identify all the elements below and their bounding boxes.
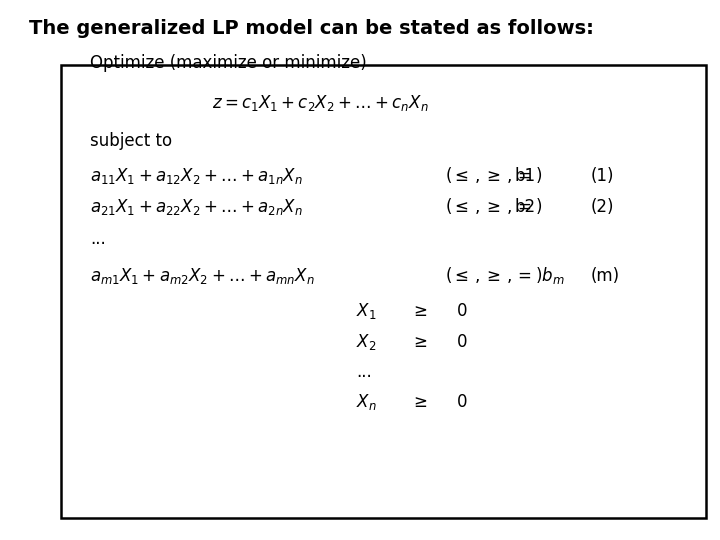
Text: (1): (1) xyxy=(590,167,614,185)
Text: $a_{11}X_1 + a_{12}X_2 + \ldots + a_{1n}X_n$: $a_{11}X_1 + a_{12}X_2 + \ldots + a_{1n}… xyxy=(90,166,303,186)
Text: $(\leq\,,\geq\,,=)$: $(\leq\,,\geq\,,=)$ xyxy=(445,165,542,185)
FancyBboxPatch shape xyxy=(61,65,706,518)
Text: $\geq$: $\geq$ xyxy=(410,333,428,350)
Text: $(\leq\,,\geq\,,=)b_m$: $(\leq\,,\geq\,,=)b_m$ xyxy=(445,265,564,286)
Text: subject to: subject to xyxy=(90,132,172,150)
Text: The generalized LP model can be stated as follows:: The generalized LP model can be stated a… xyxy=(29,19,594,38)
Text: (m): (m) xyxy=(590,267,619,285)
Text: b1: b1 xyxy=(515,167,536,185)
Text: $X_2$: $X_2$ xyxy=(356,332,377,352)
Text: $\geq$: $\geq$ xyxy=(410,302,428,320)
Text: $X_1$: $X_1$ xyxy=(356,301,377,321)
Text: $a_{m1}X_1 + a_{m2}X_2 + \ldots + a_{mn}X_n$: $a_{m1}X_1 + a_{m2}X_2 + \ldots + a_{mn}… xyxy=(90,266,315,286)
Text: ...: ... xyxy=(356,363,372,381)
Text: (2): (2) xyxy=(590,198,614,216)
Text: 0: 0 xyxy=(457,393,468,410)
Text: 0: 0 xyxy=(457,302,468,320)
Text: ...: ... xyxy=(90,230,106,248)
Text: $a_{21}X_1 + a_{22}X_2 + \ldots + a_{2n}X_n$: $a_{21}X_1 + a_{22}X_2 + \ldots + a_{2n}… xyxy=(90,197,303,217)
Text: $\geq$: $\geq$ xyxy=(410,393,428,410)
Text: $z = c_1X_1 + c_2X_2 + \ldots + c_nX_n$: $z = c_1X_1 + c_2X_2 + \ldots + c_nX_n$ xyxy=(212,93,429,113)
Text: 0: 0 xyxy=(457,333,468,350)
Text: $(\leq\,,\geq\,,=)$: $(\leq\,,\geq\,,=)$ xyxy=(445,196,542,216)
Text: Optimize (maximize or minimize): Optimize (maximize or minimize) xyxy=(90,53,366,71)
Text: $X_n$: $X_n$ xyxy=(356,392,377,411)
Text: b2: b2 xyxy=(515,198,536,216)
